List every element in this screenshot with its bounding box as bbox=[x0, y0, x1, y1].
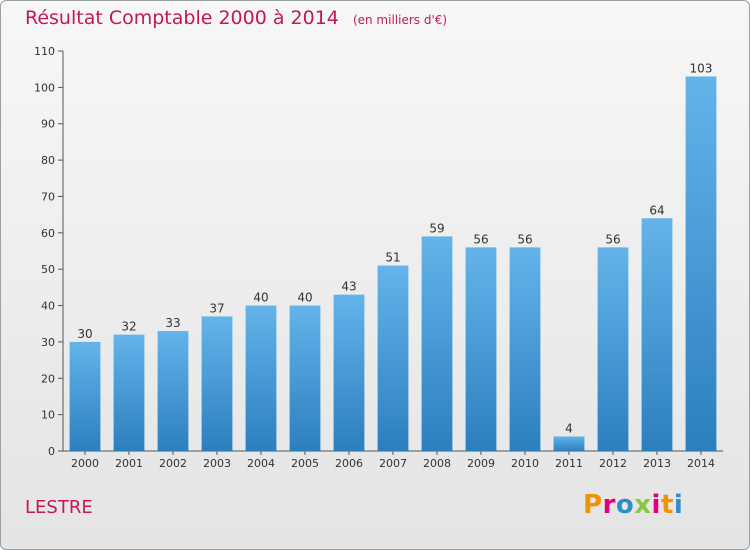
bar-value-label: 30 bbox=[77, 327, 92, 341]
bar-value-label: 40 bbox=[297, 291, 312, 305]
proxiti-logo: Proxiti bbox=[583, 490, 683, 520]
logo-letter: t bbox=[660, 490, 674, 520]
bar bbox=[289, 305, 321, 451]
chart-subtitle: (en milliers d'€) bbox=[352, 13, 448, 27]
x-tick-label: 2003 bbox=[203, 457, 231, 470]
bar-value-label: 43 bbox=[341, 280, 356, 294]
x-tick-label: 2013 bbox=[643, 457, 671, 470]
x-tick-label: 2004 bbox=[247, 457, 275, 470]
bar-value-label: 56 bbox=[605, 232, 620, 246]
bar bbox=[421, 236, 453, 451]
logo-letter: r bbox=[602, 490, 616, 520]
bar bbox=[113, 334, 145, 451]
bar-value-label: 51 bbox=[385, 251, 400, 265]
logo-letter: i bbox=[673, 490, 684, 520]
x-tick-label: 2000 bbox=[71, 457, 99, 470]
y-tick-label: 100 bbox=[34, 81, 55, 94]
bar bbox=[201, 316, 233, 451]
bar bbox=[245, 305, 277, 451]
x-tick-label: 2011 bbox=[555, 457, 583, 470]
x-tick-label: 2009 bbox=[467, 457, 495, 470]
bar-value-label: 4 bbox=[565, 421, 573, 435]
bar-value-label: 40 bbox=[253, 291, 268, 305]
bar bbox=[333, 294, 365, 451]
bar-value-label: 59 bbox=[429, 221, 444, 235]
logo-letter: i bbox=[651, 490, 661, 520]
chart-title-text: Résultat Comptable 2000 à 2014 bbox=[25, 7, 339, 29]
y-tick-label: 20 bbox=[41, 372, 55, 385]
bar bbox=[465, 247, 497, 451]
bar bbox=[157, 331, 189, 451]
y-tick-label: 80 bbox=[41, 154, 55, 167]
x-tick-label: 2008 bbox=[423, 457, 451, 470]
y-tick-label: 90 bbox=[41, 118, 55, 131]
bar-value-label: 56 bbox=[517, 232, 532, 246]
bar bbox=[597, 247, 629, 451]
bar-value-label: 103 bbox=[690, 61, 713, 75]
y-tick-label: 60 bbox=[41, 227, 55, 240]
y-tick-label: 70 bbox=[41, 190, 55, 203]
x-tick-label: 2002 bbox=[159, 457, 187, 470]
x-tick-label: 2012 bbox=[599, 457, 627, 470]
bar bbox=[685, 76, 717, 452]
chart-title: Résultat Comptable 2000 à 2014 (en milli… bbox=[25, 7, 447, 29]
chart-bars: 30 32 33 37 40 40 43 51 59 56 56 4 56 64 103 bbox=[69, 61, 717, 452]
bar-value-label: 33 bbox=[165, 316, 180, 330]
x-tick-label: 2005 bbox=[291, 457, 319, 470]
y-tick-label: 110 bbox=[34, 45, 55, 58]
logo-letter: x bbox=[634, 490, 652, 520]
bar bbox=[69, 341, 101, 451]
y-tick-label: 0 bbox=[48, 445, 55, 458]
bar bbox=[377, 265, 409, 451]
y-tick-label: 50 bbox=[41, 263, 55, 276]
bar-value-label: 64 bbox=[649, 203, 664, 217]
y-tick-label: 40 bbox=[41, 300, 55, 313]
x-tick-label: 2014 bbox=[687, 457, 715, 470]
y-tick-label: 10 bbox=[41, 409, 55, 422]
x-tick-label: 2007 bbox=[379, 457, 407, 470]
x-tick-label: 2010 bbox=[511, 457, 539, 470]
bar-value-label: 32 bbox=[121, 320, 136, 334]
bar-value-label: 37 bbox=[209, 301, 224, 315]
y-tick-label: 30 bbox=[41, 336, 55, 349]
x-tick-label: 2001 bbox=[115, 457, 143, 470]
bar-value-label: 56 bbox=[473, 232, 488, 246]
bar bbox=[641, 218, 673, 451]
bar bbox=[553, 436, 585, 451]
bar bbox=[509, 247, 541, 451]
logo-letter: o bbox=[615, 490, 635, 520]
x-tick-label: 2006 bbox=[335, 457, 363, 470]
location-label: LESTRE bbox=[25, 497, 93, 518]
logo-letter: P bbox=[583, 490, 603, 520]
